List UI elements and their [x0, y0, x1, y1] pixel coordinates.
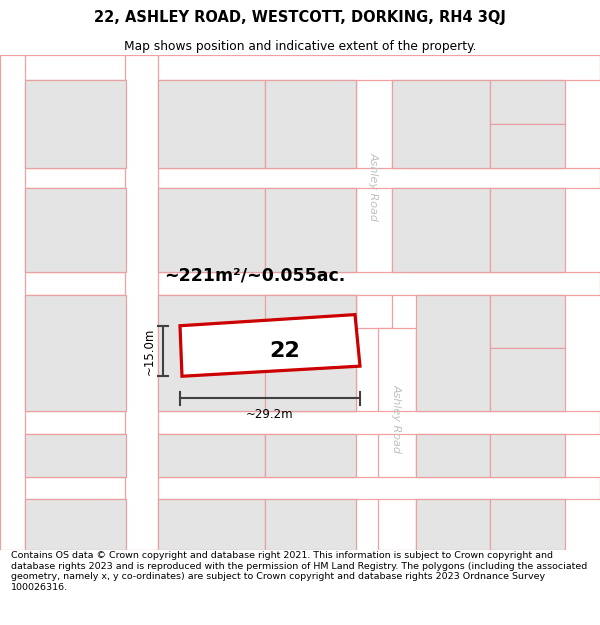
Polygon shape — [158, 188, 265, 272]
Polygon shape — [416, 499, 490, 550]
Text: Map shows position and indicative extent of the property.: Map shows position and indicative extent… — [124, 39, 476, 52]
Polygon shape — [490, 348, 565, 411]
Polygon shape — [0, 411, 600, 434]
Polygon shape — [125, 55, 158, 550]
Text: Ashley Road: Ashley Road — [392, 384, 402, 453]
Polygon shape — [0, 478, 600, 499]
Polygon shape — [490, 80, 565, 124]
Polygon shape — [158, 499, 265, 550]
Polygon shape — [158, 80, 265, 168]
Polygon shape — [265, 188, 356, 272]
Polygon shape — [25, 499, 126, 550]
Polygon shape — [25, 434, 126, 478]
Polygon shape — [158, 434, 265, 478]
Polygon shape — [416, 296, 490, 411]
Text: 22, ASHLEY ROAD, WESTCOTT, DORKING, RH4 3QJ: 22, ASHLEY ROAD, WESTCOTT, DORKING, RH4 … — [94, 10, 506, 25]
Polygon shape — [490, 499, 565, 550]
Polygon shape — [265, 80, 356, 168]
Polygon shape — [265, 296, 356, 348]
Polygon shape — [0, 55, 600, 80]
Text: Contains OS data © Crown copyright and database right 2021. This information is : Contains OS data © Crown copyright and d… — [11, 551, 587, 592]
Text: ~221m²/~0.055ac.: ~221m²/~0.055ac. — [164, 266, 346, 284]
Text: Ashley Road: Ashley Road — [369, 152, 379, 221]
Polygon shape — [25, 296, 126, 411]
Polygon shape — [356, 55, 392, 328]
Polygon shape — [490, 434, 565, 478]
Polygon shape — [490, 296, 565, 348]
Polygon shape — [392, 188, 490, 272]
Polygon shape — [378, 328, 416, 550]
Polygon shape — [25, 80, 126, 168]
Text: ~29.2m: ~29.2m — [246, 408, 294, 421]
Polygon shape — [490, 188, 565, 272]
Text: ~15.0m: ~15.0m — [143, 328, 155, 374]
Polygon shape — [265, 434, 356, 478]
Polygon shape — [265, 499, 356, 550]
Polygon shape — [392, 80, 490, 168]
Polygon shape — [0, 168, 600, 188]
Polygon shape — [416, 434, 490, 478]
Polygon shape — [180, 314, 360, 376]
Text: 22: 22 — [269, 341, 299, 361]
Polygon shape — [265, 348, 356, 411]
Polygon shape — [0, 272, 600, 296]
Polygon shape — [25, 188, 126, 272]
Polygon shape — [490, 124, 565, 168]
Polygon shape — [158, 296, 356, 411]
Polygon shape — [0, 55, 25, 550]
